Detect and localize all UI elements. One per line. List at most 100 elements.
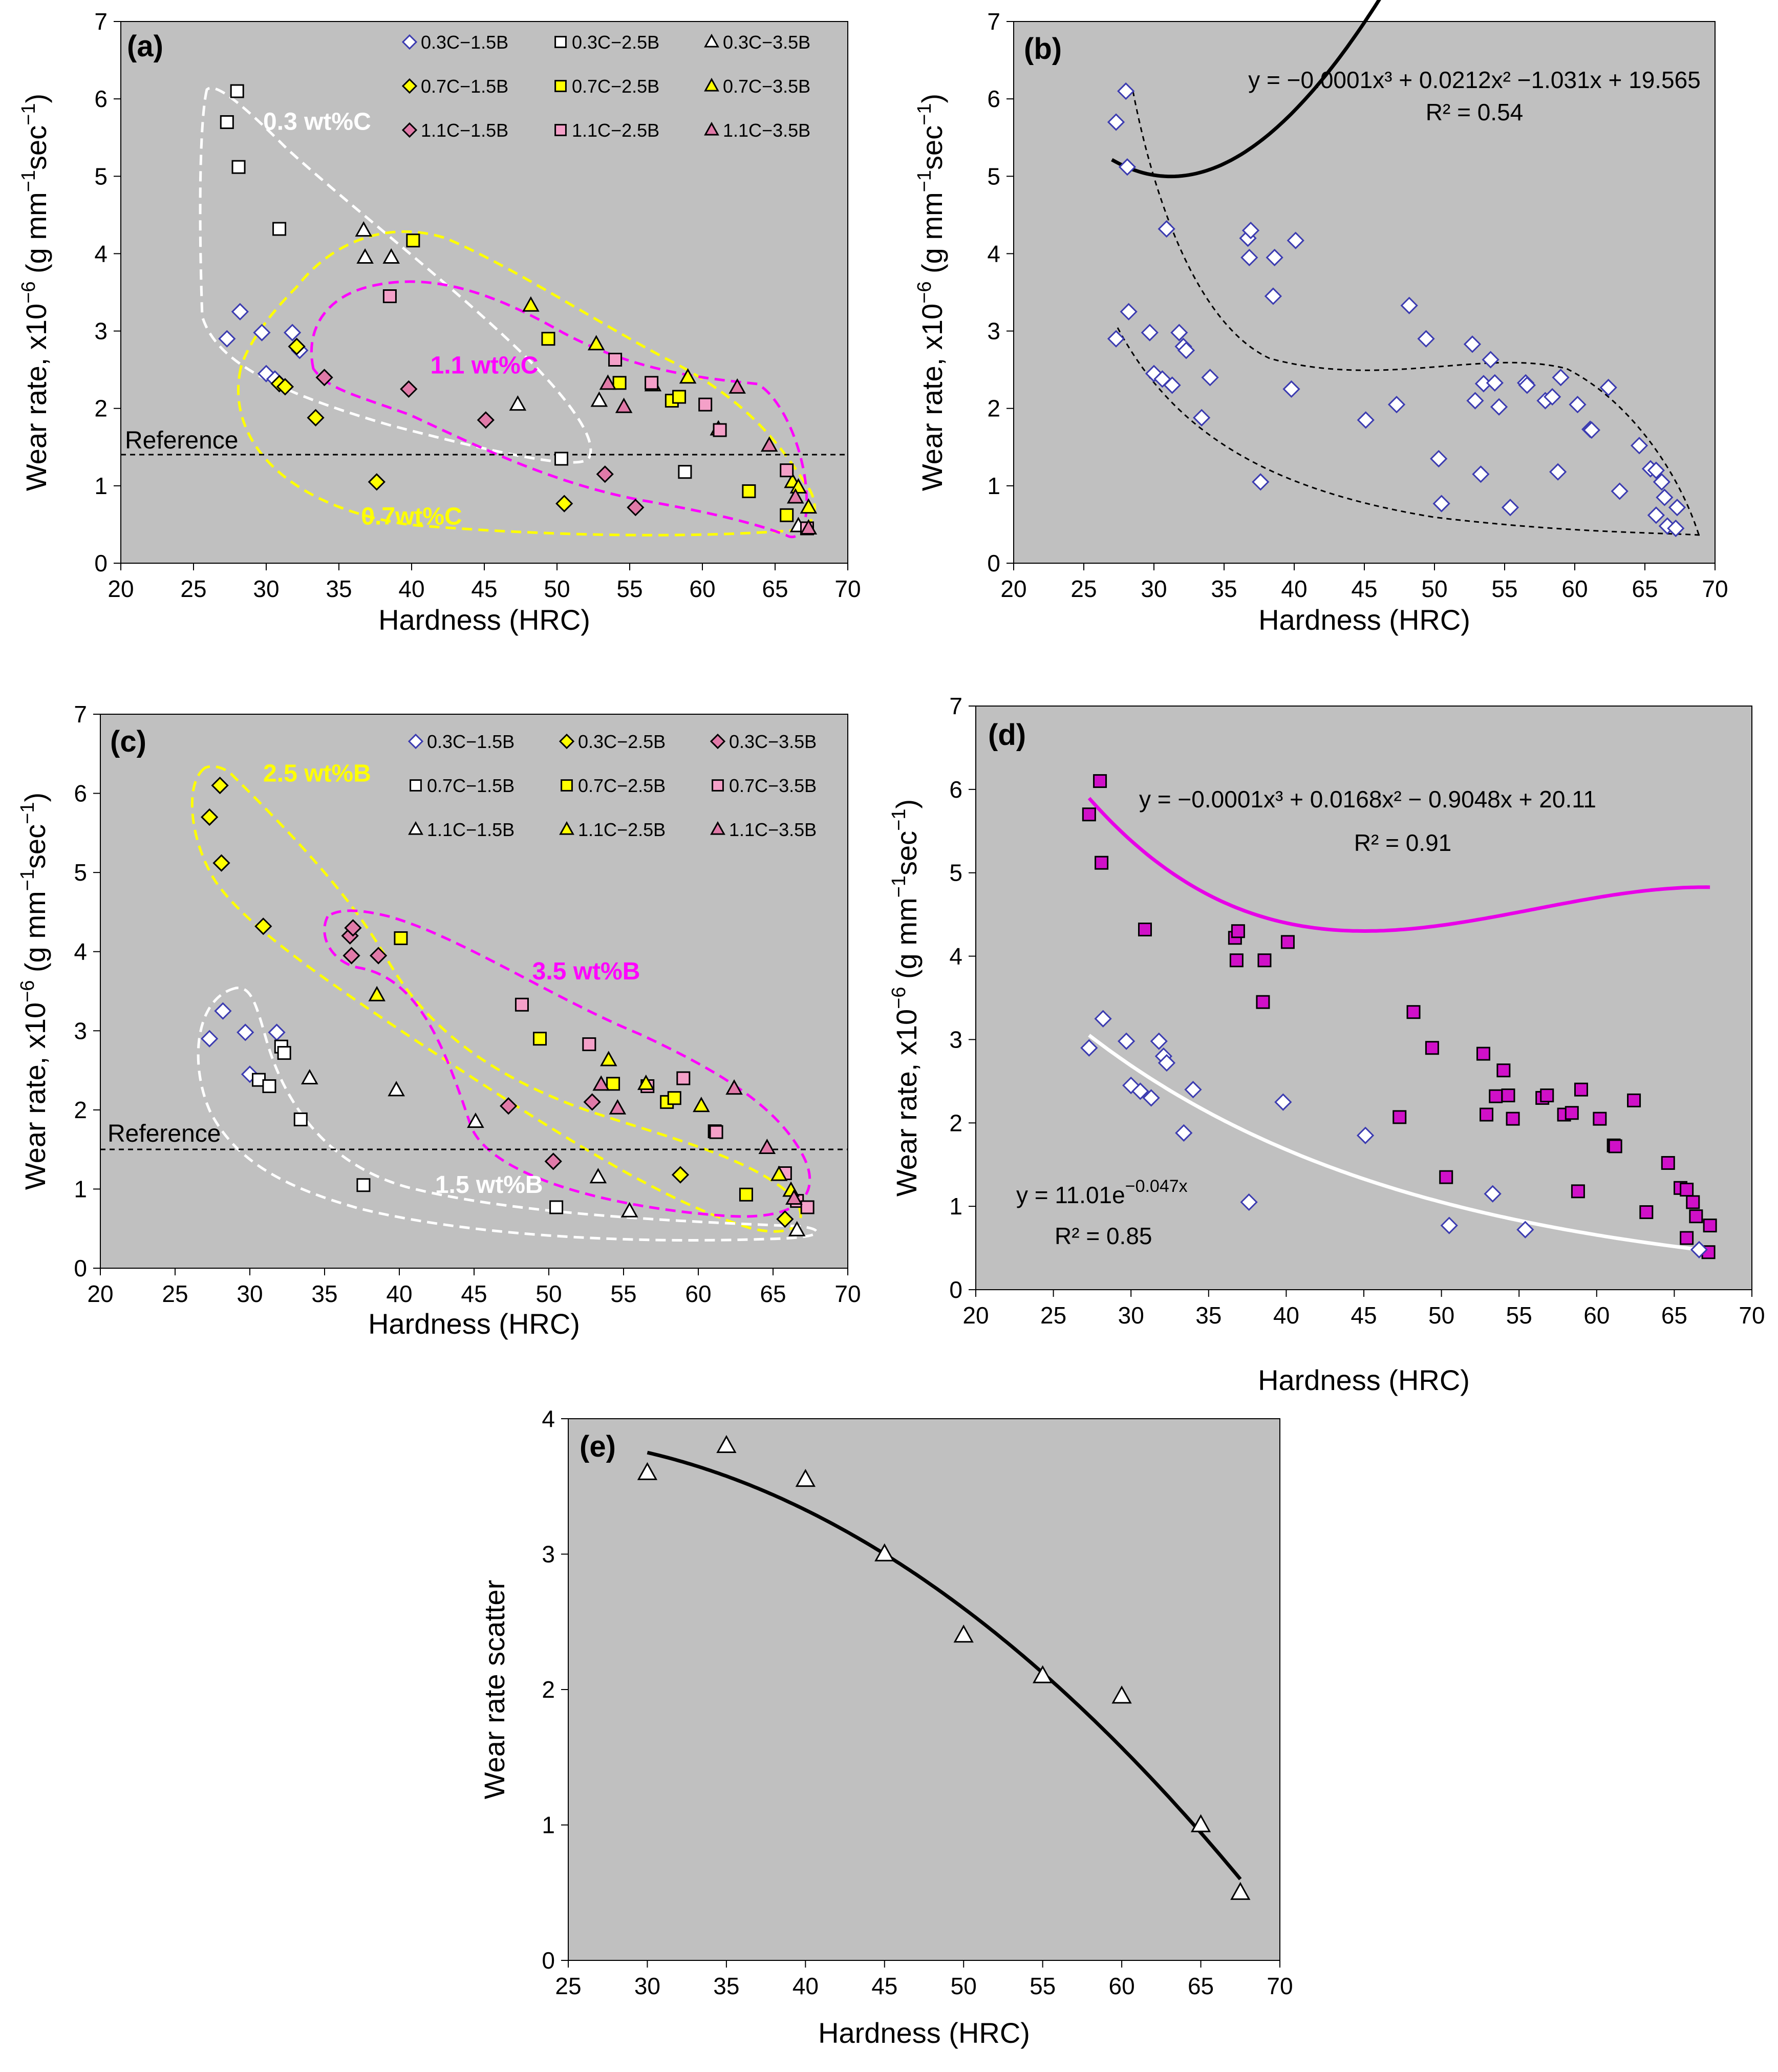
data-point: [541, 332, 555, 346]
equation-b: y = −0.0001x³ + 0.0212x² −1.031x + 19.56…: [1248, 67, 1701, 93]
x-tick-label: 45: [1351, 1302, 1377, 1329]
data-point: [388, 1081, 405, 1097]
data-point: [1680, 1231, 1694, 1245]
y-ticks-b: 0 1 2 3 4 5 6 7: [987, 8, 1014, 576]
legend-c: 0.3C−1.5B 0.3C−2.5B 0.3C−3.5B 0.7C−1.5B 0.7C…: [408, 731, 817, 840]
x-tick-label: 40: [1273, 1302, 1299, 1329]
confidence-lower-b: [1117, 327, 1700, 536]
y-tick-label: 4: [74, 938, 87, 965]
x-tick-label: 45: [871, 1973, 897, 1999]
data-point: [201, 808, 219, 826]
x-tick-label: 55: [616, 575, 642, 602]
x-ticks-d: 20 25 30 35 40 45 50 55 60 65 70: [962, 1290, 1765, 1329]
data-point: [1690, 1241, 1708, 1258]
data-point: [356, 248, 374, 264]
data-point: [368, 473, 385, 491]
data-point: [1569, 396, 1587, 414]
data-point: [1184, 1081, 1202, 1099]
x-axis-label-e: Hardness (HRC): [818, 2017, 1030, 2049]
data-point: [1466, 392, 1484, 410]
data-point: [1582, 421, 1601, 439]
x-tick-label: 25: [1040, 1302, 1066, 1329]
y-tick-label: 1: [74, 1176, 87, 1202]
equation-white-d: y = 11.01e−0.047x: [1016, 1177, 1188, 1208]
legend-marker: [410, 779, 422, 792]
y-ticks-a: 0 1 2 3 4 5 6 7: [94, 8, 121, 576]
legend-label: 1.1C−1.5B: [421, 120, 508, 141]
data-point: [800, 519, 818, 535]
y-axis-label-c: Wear rate, x10−6 (g mm−1sec−1): [17, 793, 51, 1190]
data-point: [342, 947, 360, 965]
x-tick-label: 35: [311, 1280, 337, 1307]
data-point: [671, 1166, 690, 1184]
data-point: [1117, 82, 1135, 100]
data-point: [394, 931, 408, 945]
data-point: [1656, 488, 1674, 506]
x-tick-label: 45: [471, 575, 497, 602]
equation-white-exp-d: −0.047x: [1125, 1177, 1188, 1196]
annotations-a: 0.3 wt%C 1.1 wt%C 0.7wt%C: [263, 109, 538, 530]
data-point: [230, 84, 244, 98]
y-tick-label: 4: [94, 240, 108, 267]
data-point: [1653, 473, 1671, 491]
data-point: [608, 352, 623, 367]
y-tick-label: 5: [74, 859, 87, 886]
group-annotation: 1.5 wt%B: [435, 1171, 543, 1199]
legend-marker: [554, 36, 567, 48]
legend-label: 1.1C−1.5B: [427, 819, 515, 840]
y-tick-label: 3: [987, 318, 1000, 345]
data-point: [785, 1189, 803, 1205]
data-point: [1518, 376, 1536, 394]
data-point: [555, 495, 573, 512]
panel-label-c: (c): [110, 725, 146, 758]
x-tick-label: 30: [1141, 575, 1167, 602]
data-point: [645, 376, 659, 390]
data-point: [1117, 1032, 1136, 1050]
data-point: [1095, 856, 1109, 870]
data-point: [592, 1075, 610, 1091]
data-point: [1264, 287, 1282, 305]
y-tick-label: 0: [949, 1276, 962, 1303]
data-point: [211, 776, 229, 795]
data-point: [1193, 409, 1211, 426]
y-tick-label: 3: [949, 1026, 962, 1053]
legend-marker: [401, 122, 418, 138]
group-annotation: 1.1 wt%C: [431, 352, 539, 379]
y-ticks-e: 0 1 2 3 4: [542, 1405, 568, 1974]
data-point: [676, 1071, 691, 1085]
data-point: [231, 160, 246, 174]
legend-label: 0.3C−3.5B: [723, 32, 810, 53]
data-point: [1107, 330, 1125, 348]
r-squared-white-d: R² = 0.85: [1055, 1223, 1152, 1249]
data-point: [301, 1069, 318, 1085]
data-point: [1611, 482, 1629, 500]
x-tick-label: 65: [1661, 1302, 1687, 1329]
data-point: [1266, 248, 1283, 267]
data-point: [1387, 396, 1406, 414]
data-point: [1158, 220, 1175, 238]
y-tick-label: 6: [94, 86, 108, 112]
plot-area-a: [120, 21, 848, 564]
x-tick-label: 35: [713, 1973, 739, 1999]
data-point: [1480, 1107, 1494, 1122]
y-axis-label-d: Wear rate, x10−6 (g mm−1sec−1): [888, 799, 923, 1197]
outline-2.5b: [190, 765, 802, 1233]
points-b: [1107, 82, 1686, 538]
x-tick-label: 35: [1195, 1302, 1222, 1329]
data-point: [1647, 506, 1665, 524]
data-point: [709, 1125, 723, 1139]
data-point: [368, 986, 386, 1001]
data-point: [544, 1152, 562, 1170]
data-point: [1231, 924, 1245, 938]
data-point: [1230, 1882, 1251, 1900]
reference-label-a: Reference: [125, 427, 238, 454]
legend-label: 0.7C−1.5B: [427, 775, 515, 796]
data-point: [1501, 499, 1519, 517]
points-c: [201, 776, 815, 1236]
data-point: [1118, 158, 1137, 176]
fit-curve-white-d: [1088, 1034, 1703, 1252]
outline-1.5b: [197, 987, 818, 1242]
x-axis-label-c: Hardness (HRC): [368, 1308, 580, 1340]
data-point: [620, 1202, 638, 1217]
